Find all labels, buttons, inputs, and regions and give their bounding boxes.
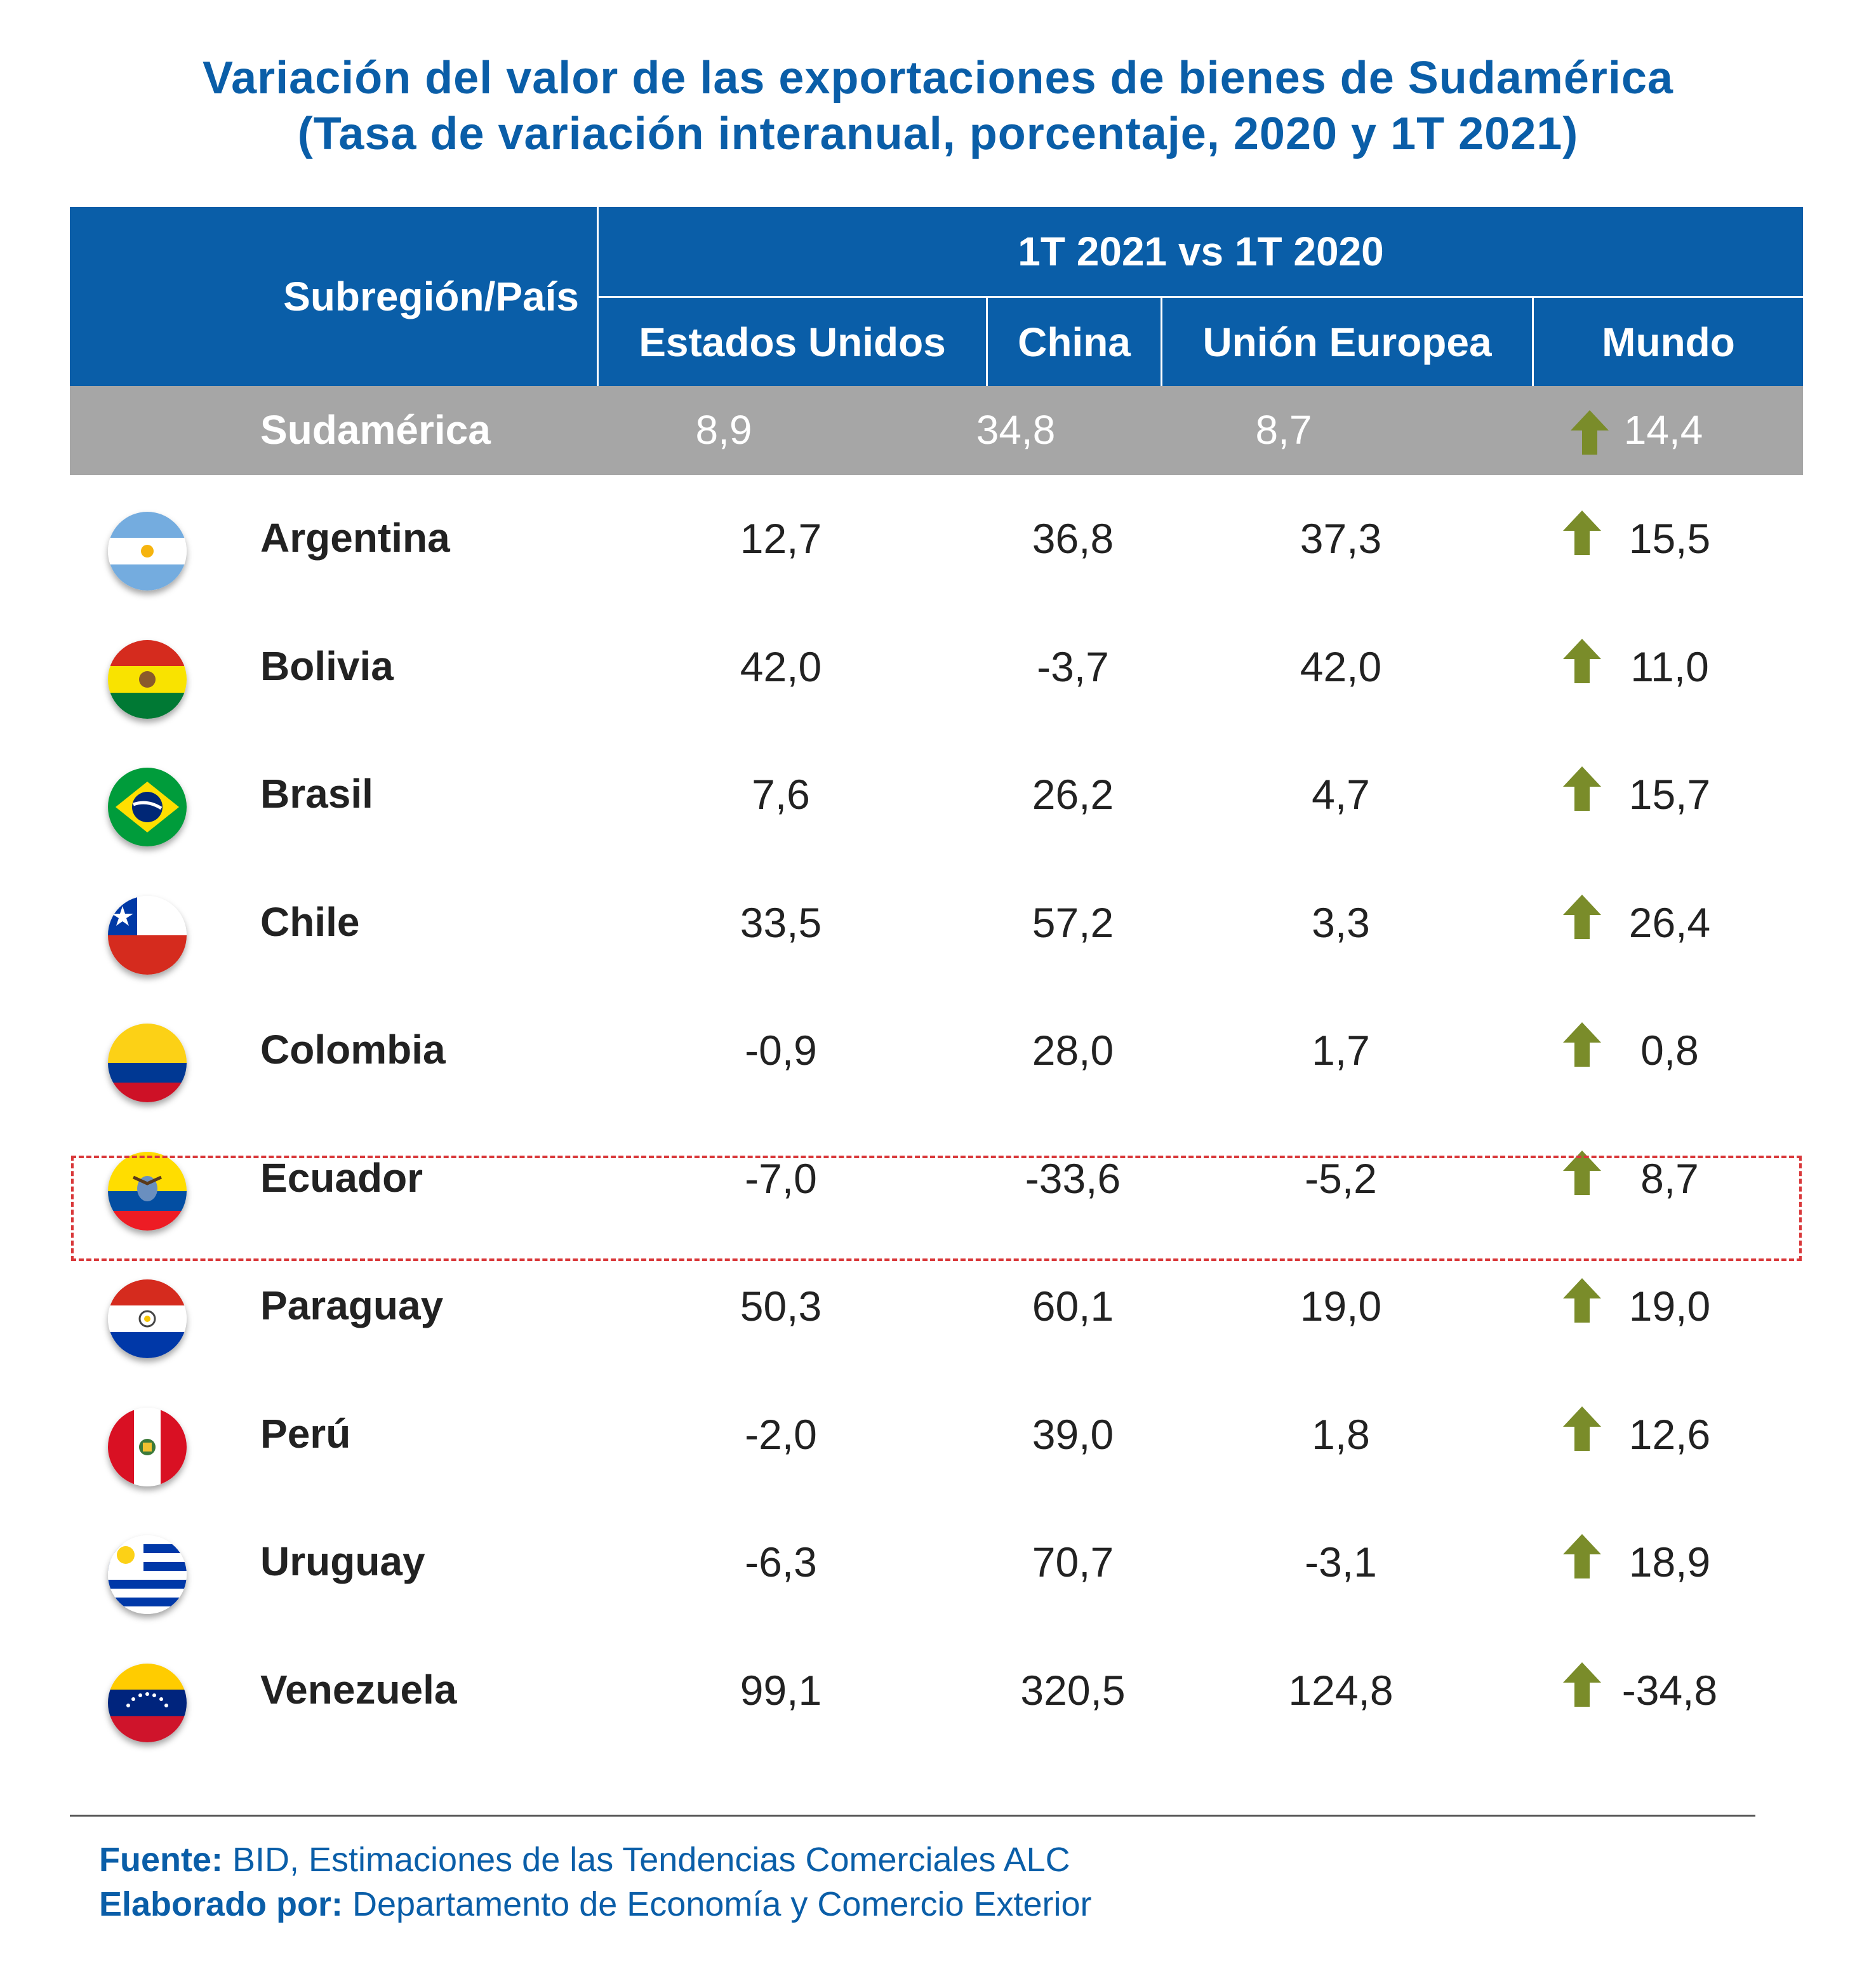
- ecuador-highlight-frame: [71, 1156, 1802, 1261]
- footer-divider: [70, 1815, 1755, 1817]
- up-arrow-icon: [1563, 638, 1601, 683]
- source-text: BID, Estimaciones de las Tendencias Come…: [223, 1841, 1070, 1879]
- group-header: 1T 2021 vs 1T 2020: [1018, 229, 1384, 274]
- country-name-peru: Perú: [260, 1410, 351, 1457]
- brazil-flag-icon: [108, 768, 187, 846]
- country-name-paraguay: Paraguay: [260, 1283, 444, 1328]
- up-arrow-icon: [1563, 894, 1601, 939]
- row-label-header: Subregión/País: [283, 274, 579, 319]
- summary-value-union-europea: 8,7: [1255, 407, 1312, 453]
- up-arrow-icon: [1563, 511, 1601, 555]
- value-ecuador-mundo: 8,7: [1640, 1154, 1699, 1202]
- value-chile-col-1: 57,2: [1032, 898, 1114, 946]
- value-brasil-col-0: 7,6: [752, 771, 810, 818]
- value-colombia-col-0: -0,9: [745, 1027, 817, 1074]
- up-arrow-icon: [1563, 1662, 1601, 1707]
- summary-name: Sudamérica: [260, 407, 491, 453]
- country-name-uruguay: Uruguay: [260, 1538, 425, 1584]
- value-colombia-col-1: 28,0: [1032, 1027, 1114, 1074]
- value-paraguay-col-0: 50,3: [740, 1283, 822, 1330]
- col-header-mundo: Mundo: [1602, 319, 1735, 365]
- value-brasil-mundo: 15,7: [1628, 771, 1711, 818]
- value-brasil-col-1: 26,2: [1032, 771, 1114, 818]
- prepared-label: Elaborado por:: [99, 1885, 343, 1923]
- value-venezuela-col-2: 124,8: [1288, 1666, 1394, 1714]
- value-bolivia-col-2: 42,0: [1300, 643, 1382, 690]
- value-uruguay-col-2: -3,1: [1305, 1538, 1377, 1585]
- prepared-by-note: Elaborado por: Departamento de Economía …: [99, 1885, 1092, 1924]
- value-peru-mundo: 12,6: [1628, 1410, 1711, 1458]
- source-note: Fuente: BID, Estimaciones de las Tendenc…: [99, 1840, 1070, 1879]
- country-name-colombia: Colombia: [260, 1027, 446, 1072]
- country-name-chile: Chile: [260, 898, 360, 945]
- value-paraguay-mundo: 19,0: [1628, 1283, 1711, 1330]
- summary-row: Sudamérica 8,9 34,8 8,7 14,4: [70, 386, 1803, 475]
- country-name-brasil: Brasil: [260, 771, 373, 817]
- value-venezuela-mundo: -34,8: [1621, 1666, 1718, 1714]
- col-header-estados-unidos: Estados Unidos: [639, 319, 946, 365]
- value-venezuela-col-1: 320,5: [1020, 1666, 1126, 1714]
- value-ecuador-col-0: -7,0: [745, 1154, 817, 1202]
- value-ecuador-col-1: -33,6: [1025, 1154, 1121, 1202]
- up-arrow-icon: [1563, 1150, 1601, 1195]
- value-uruguay-mundo: 18,9: [1628, 1538, 1711, 1585]
- value-ecuador-col-2: -5,2: [1305, 1154, 1377, 1202]
- value-brasil-col-2: 4,7: [1312, 771, 1370, 818]
- country-name-venezuela: Venezuela: [260, 1666, 457, 1712]
- value-argentina-col-0: 12,7: [740, 515, 822, 562]
- summary-value-mundo: 14,4: [1623, 407, 1703, 453]
- up-arrow-icon: [1563, 1534, 1601, 1578]
- venezuela-flag-icon: [108, 1663, 187, 1742]
- up-arrow-icon: [1563, 1406, 1601, 1451]
- country-name-ecuador: Ecuador: [260, 1154, 423, 1201]
- value-colombia-col-2: 1,7: [1312, 1027, 1370, 1074]
- value-argentina-col-1: 36,8: [1032, 515, 1114, 562]
- value-argentina-mundo: 15,5: [1628, 515, 1711, 562]
- value-chile-mundo: 26,4: [1628, 898, 1711, 946]
- chile-flag-icon: [108, 895, 187, 975]
- up-arrow-icon: [1563, 1022, 1601, 1067]
- value-bolivia-mundo: 11,0: [1630, 643, 1709, 690]
- value-argentina-col-2: 37,3: [1300, 515, 1382, 562]
- value-peru-col-0: -2,0: [745, 1410, 817, 1458]
- colombia-flag-icon: [108, 1024, 187, 1102]
- value-venezuela-col-0: 99,1: [740, 1666, 822, 1714]
- summary-value-china: 34,8: [976, 407, 1056, 453]
- value-peru-col-1: 39,0: [1032, 1410, 1114, 1458]
- source-label: Fuente:: [99, 1841, 223, 1879]
- value-bolivia-col-0: 42,0: [740, 643, 822, 690]
- value-uruguay-col-1: 70,7: [1032, 1538, 1114, 1585]
- argentina-flag-icon: [108, 512, 187, 591]
- value-chile-col-0: 33,5: [740, 898, 822, 946]
- up-arrow-icon: [1571, 410, 1609, 455]
- up-arrow-icon: [1563, 1278, 1601, 1323]
- value-chile-col-2: 3,3: [1312, 898, 1370, 946]
- prepared-text: Departamento de Economía y Comercio Exte…: [343, 1885, 1092, 1923]
- peru-flag-icon: [108, 1407, 187, 1486]
- value-bolivia-col-1: -3,7: [1037, 643, 1109, 690]
- paraguay-flag-icon: [108, 1279, 187, 1358]
- country-name-argentina: Argentina: [260, 515, 450, 561]
- bolivia-flag-icon: [108, 639, 187, 719]
- table-header: Subregión/País 1T 2021 vs 1T 2020 Estado…: [70, 207, 1803, 386]
- value-paraguay-col-2: 19,0: [1300, 1283, 1382, 1330]
- chart-title-line-2: (Tasa de variación interanual, porcentaj…: [297, 109, 1579, 159]
- uruguay-flag-icon: [108, 1535, 187, 1614]
- value-uruguay-col-0: -6,3: [745, 1538, 817, 1585]
- chart-title-line-1: Variación del valor de las exportaciones…: [203, 53, 1673, 103]
- col-header-china: China: [1018, 319, 1131, 365]
- up-arrow-icon: [1563, 766, 1601, 811]
- country-name-bolivia: Bolivia: [260, 643, 394, 689]
- col-header-union-europea: Unión Europea: [1202, 319, 1492, 365]
- value-colombia-mundo: 0,8: [1640, 1027, 1699, 1074]
- value-paraguay-col-1: 60,1: [1032, 1283, 1114, 1330]
- summary-value-estados-unidos: 8,9: [695, 407, 752, 453]
- value-peru-col-2: 1,8: [1312, 1410, 1370, 1458]
